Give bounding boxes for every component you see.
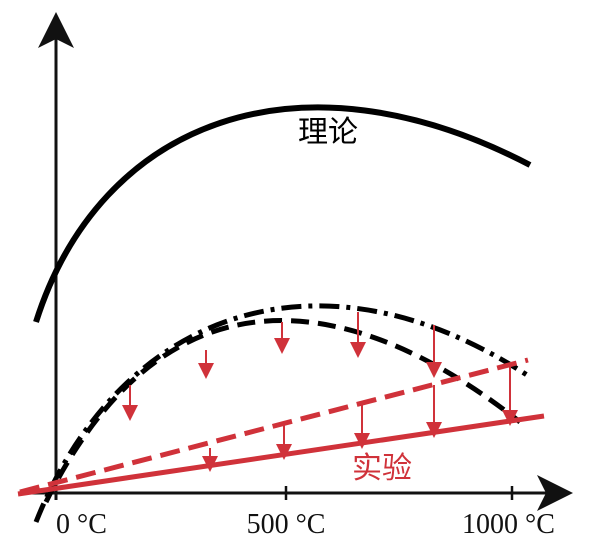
x-tick-label-0: 0 °C: [56, 509, 107, 540]
dashed-curve: [43, 318, 522, 504]
experiment-label: 实验: [352, 451, 412, 486]
theory-curve: [33, 104, 532, 323]
red-solid-line: [17, 413, 545, 497]
theory-label: 理论: [298, 115, 358, 150]
x-tick-label-500: 500 °C: [247, 509, 326, 540]
red-dashed-line: [19, 357, 529, 495]
x-tick-label-1000: 1000 °C: [462, 509, 555, 540]
